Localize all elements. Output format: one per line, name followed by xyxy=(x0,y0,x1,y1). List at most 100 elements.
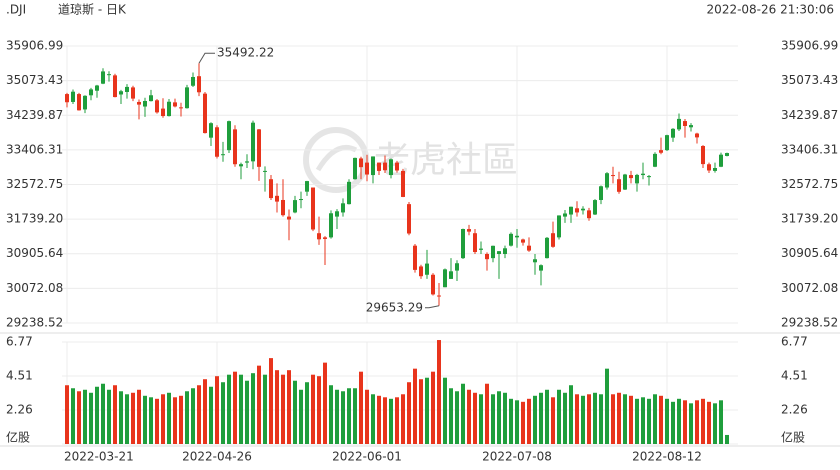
candle-body xyxy=(389,159,393,176)
candle-body xyxy=(257,129,261,167)
y-tick-label-right: 30905.64 xyxy=(781,246,838,260)
volume-bar xyxy=(449,388,453,444)
volume-bar xyxy=(491,394,495,444)
volume-tick-label-right: 6.77 xyxy=(781,335,808,349)
volume-bar xyxy=(299,389,303,444)
candle-body xyxy=(125,86,129,92)
volume-bar xyxy=(677,398,681,444)
candle-body xyxy=(113,75,117,98)
y-tick-label: 33406.31 xyxy=(6,142,63,156)
x-tick-label: 2022-06-01 xyxy=(332,450,402,464)
volume-bar xyxy=(365,389,369,444)
candle-body xyxy=(623,174,627,190)
candle-body xyxy=(161,108,165,117)
volume-bar xyxy=(551,397,555,444)
candle-body xyxy=(347,181,351,205)
candle-body xyxy=(167,101,171,117)
volume-bar xyxy=(233,371,237,444)
candle-body xyxy=(665,135,669,151)
volume-bar xyxy=(341,391,345,444)
annotation-leader xyxy=(198,52,215,64)
volume-bar xyxy=(515,400,519,444)
volume-bar xyxy=(641,397,645,444)
volume-bar xyxy=(359,371,363,444)
candle-body xyxy=(545,237,549,259)
volume-bar xyxy=(191,388,195,444)
candle-body xyxy=(461,229,465,259)
volume-bar xyxy=(389,398,393,444)
volume-bar xyxy=(83,389,87,444)
candle-body xyxy=(365,162,369,175)
volume-bar xyxy=(281,374,285,444)
volume-bar xyxy=(443,377,447,444)
candle-body xyxy=(149,95,153,102)
candle-body xyxy=(437,295,441,297)
volume-bar xyxy=(323,362,327,444)
candle-body xyxy=(209,123,213,138)
candle-body xyxy=(407,204,411,234)
volume-bar xyxy=(353,388,357,444)
volume-bar xyxy=(155,398,159,444)
y-tick-label: 32572.75 xyxy=(6,177,63,191)
candle-body xyxy=(155,100,159,113)
candle-body xyxy=(83,95,87,110)
volume-bar xyxy=(599,394,603,444)
volume-bar xyxy=(617,392,621,444)
volume-bar xyxy=(623,394,627,444)
volume-bar xyxy=(269,358,273,444)
volume-bar xyxy=(185,391,189,444)
y-tick-label-right: 29238.52 xyxy=(781,316,838,330)
volume-bar xyxy=(317,376,321,444)
volume-bar xyxy=(425,377,429,444)
volume-bar xyxy=(383,397,387,444)
candle-body xyxy=(263,170,267,172)
volume-bar xyxy=(707,401,711,444)
candle-body xyxy=(395,162,399,171)
candle-body xyxy=(227,121,231,151)
volume-bar xyxy=(527,398,531,444)
volume-bar xyxy=(215,376,219,444)
volume-bar xyxy=(647,398,651,444)
y-tick-label: 29238.52 xyxy=(6,316,63,330)
candle-body xyxy=(191,76,195,86)
volume-bar xyxy=(611,394,615,444)
candle-body xyxy=(509,233,513,246)
volume-bar xyxy=(473,392,477,444)
candle-body xyxy=(287,216,291,220)
annotation-low: 29653.29 xyxy=(366,300,423,314)
volume-bar xyxy=(329,385,333,444)
candle-body xyxy=(533,259,537,263)
candle-body xyxy=(197,76,201,93)
volume-bar xyxy=(713,403,717,444)
candle-body xyxy=(647,176,651,178)
volume-tick-label: 4.51 xyxy=(6,369,33,383)
volume-bar xyxy=(455,391,459,444)
volume-bar xyxy=(371,394,375,444)
y-tick-label: 35906.99 xyxy=(6,39,63,53)
volume-bar xyxy=(221,382,225,444)
volume-bar xyxy=(539,392,543,444)
candle-body xyxy=(89,89,93,96)
candle-body xyxy=(131,87,135,99)
candle-body xyxy=(359,158,363,168)
candle-body xyxy=(251,122,255,162)
candle-body xyxy=(599,186,603,200)
y-tick-label: 30072.08 xyxy=(6,281,63,295)
volume-bar xyxy=(227,374,231,444)
volume-bar xyxy=(635,398,639,444)
candle-body xyxy=(179,107,183,109)
y-tick-label-right: 32572.75 xyxy=(781,177,838,191)
candle-body xyxy=(383,162,387,171)
candle-body xyxy=(479,248,483,250)
volume-bar xyxy=(557,389,561,444)
volume-bar xyxy=(203,379,207,444)
candle-body xyxy=(77,94,81,111)
volume-bar xyxy=(665,398,669,444)
y-tick-label: 31739.20 xyxy=(6,212,63,226)
candle-body xyxy=(701,145,705,165)
candle-body xyxy=(581,208,585,211)
candle-body xyxy=(245,161,249,163)
watermark: 老虎社區 xyxy=(374,140,518,181)
volume-bar xyxy=(689,403,693,444)
